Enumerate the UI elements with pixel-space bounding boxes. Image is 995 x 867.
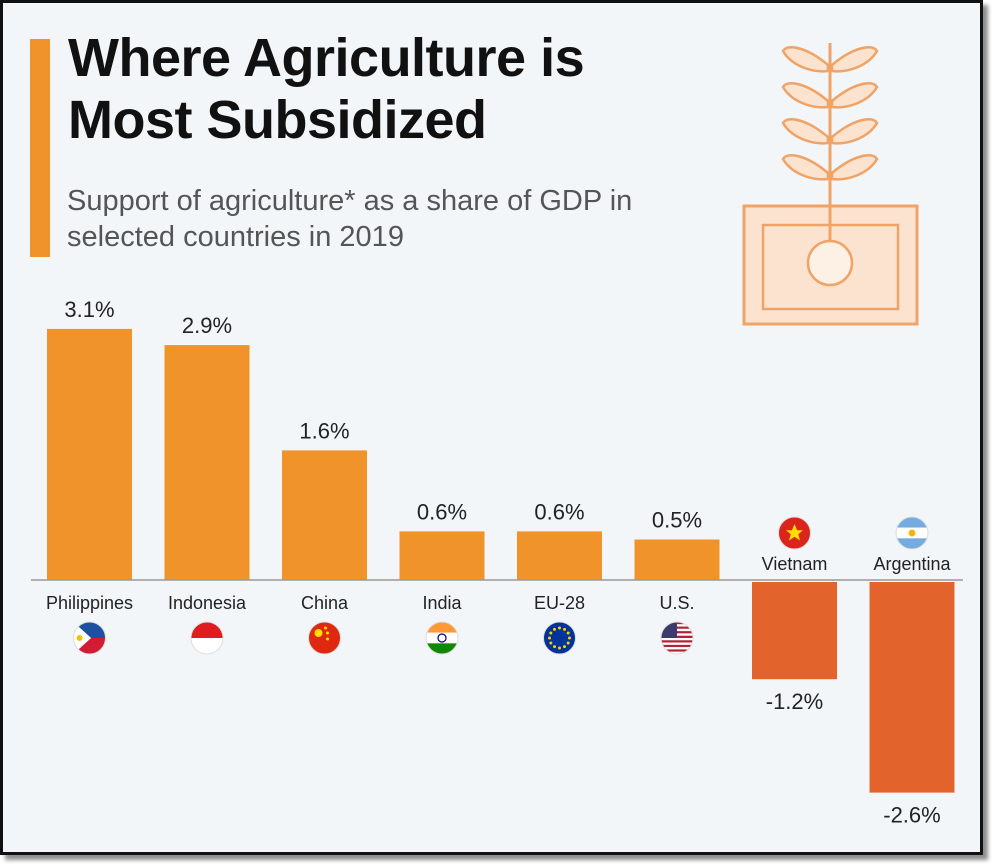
value-label-china: 1.6%	[299, 418, 349, 443]
chart-subtitle: Support of agriculture* as a share of GD…	[67, 185, 633, 253]
us-flag-icon	[660, 621, 694, 655]
bar-vietnam	[752, 582, 837, 680]
india-flag-icon	[425, 621, 459, 655]
title-accent-bar	[30, 39, 50, 257]
value-label-eu-28: 0.6%	[534, 499, 584, 524]
value-label-philippines: 3.1%	[64, 297, 114, 322]
bar-philippines	[47, 328, 132, 580]
bar-china	[282, 450, 367, 580]
bar-chart: 3.1% Philippines 2.9% Indonesia 1.6% China 0.6…	[31, 43, 963, 828]
wheat-banknote-icon	[742, 43, 919, 326]
category-label-india: India	[422, 593, 462, 613]
argentina-flag-icon	[895, 516, 929, 550]
value-label-argentina: -2.6%	[883, 803, 940, 828]
value-label-u-s: 0.5%	[652, 508, 702, 533]
category-label-china: China	[301, 593, 349, 613]
bar-argentina	[869, 582, 955, 793]
category-label-eu-28: EU-28	[534, 593, 585, 613]
infographic-frame: Where Agriculture is Most Subsidized Sup…	[0, 0, 983, 855]
category-label-indonesia: Indonesia	[168, 593, 247, 613]
category-label-argentina: Argentina	[873, 554, 951, 574]
bar-u-s	[634, 539, 720, 580]
bar-india	[399, 531, 485, 580]
chart-title: Where Agriculture is Most Subsidized	[68, 28, 585, 150]
indonesia-flag-icon	[190, 621, 224, 655]
eu-flag-icon	[543, 621, 576, 655]
value-label-vietnam: -1.2%	[766, 689, 823, 714]
bar-eu-28	[517, 531, 602, 580]
value-label-india: 0.6%	[417, 499, 467, 524]
philippines-flag-icon	[73, 621, 106, 655]
category-label-vietnam: Vietnam	[762, 554, 828, 574]
category-label-philippines: Philippines	[46, 593, 133, 613]
china-flag-icon	[308, 621, 341, 655]
category-label-u-s: U.S.	[659, 593, 694, 613]
value-label-indonesia: 2.9%	[182, 313, 232, 338]
bar-indonesia	[164, 345, 250, 580]
vietnam-flag-icon	[778, 516, 811, 550]
